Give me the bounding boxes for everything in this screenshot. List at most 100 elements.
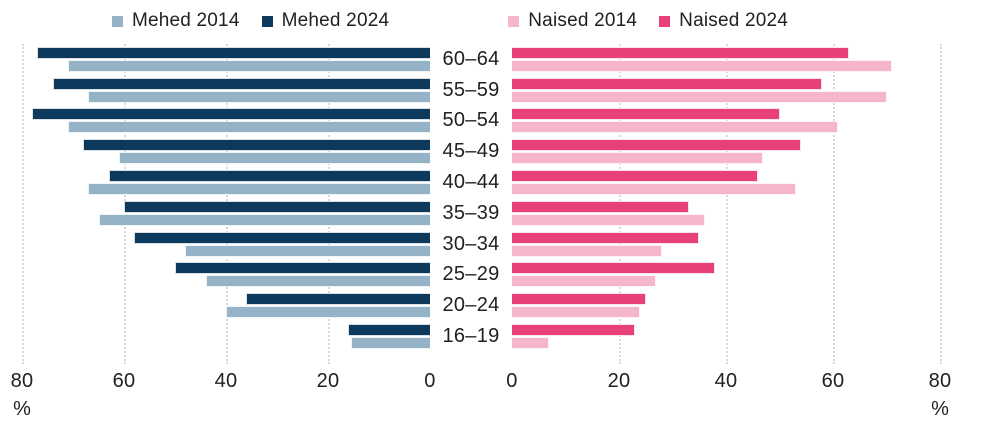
mehed-2014-bar-50-54 [67, 121, 430, 134]
bar-group-35-39 [512, 198, 940, 229]
bar-group-25-29 [22, 260, 430, 291]
age-group-label: 55–59 [442, 78, 500, 101]
bar-group-30-34 [22, 229, 430, 260]
legend-label: Naised 2024 [679, 10, 789, 31]
mehed-2014-bar-16-19 [350, 337, 430, 350]
naised-panel [512, 44, 942, 364]
gridline-80 [940, 44, 942, 364]
mehed-2014-bar-45-49 [118, 152, 430, 165]
axis-tick-label-40: 40 [214, 370, 238, 392]
legend-label: Mehed 2024 [281, 10, 390, 31]
axis-tick-label-0: 0 [506, 370, 518, 392]
legend-item-naised-2014[interactable]: Naised 2014 [508, 10, 637, 32]
naised-2014-bar-50-54 [512, 121, 839, 134]
naised-2014-bar-40-44 [512, 183, 796, 196]
mehed-2014-bar-55-59 [88, 90, 430, 103]
naised-2024-bar-50-54 [512, 108, 780, 121]
mehed-2024-bar-45-49 [83, 139, 430, 152]
percent-unit-label: % [13, 398, 31, 420]
bar-group-55-59 [22, 75, 430, 106]
bar-group-45-49 [22, 136, 430, 167]
mehed-2014-bar-35-39 [98, 213, 430, 226]
legend-item-mehed-2024[interactable]: Mehed 2024 [261, 10, 390, 32]
naised-2024-bar-25-29 [512, 262, 716, 275]
mehed-2024-bar-35-39 [124, 200, 430, 213]
naised-2024-bar-55-59 [512, 77, 823, 90]
gridline-80 [22, 44, 24, 364]
axis-tick-label-20: 20 [316, 370, 340, 392]
bar-group-45-49 [512, 136, 940, 167]
bar-group-30-34 [512, 229, 940, 260]
age-group-label: 16–19 [442, 325, 500, 348]
naised-2014-bar-35-39 [512, 213, 705, 226]
legend-swatch-naised-2014 [508, 15, 520, 27]
age-group-axis: 60–64 55–59 50–54 45–49 40–44 35–39 30–34 25–29… [430, 44, 512, 352]
legend-item-naised-2024[interactable]: Naised 2024 [659, 10, 788, 32]
age-group-label: 35–39 [442, 201, 500, 224]
mehed-2024-bar-20-24 [246, 293, 430, 306]
legend-item-mehed-2014[interactable]: Mehed 2014 [111, 10, 240, 32]
axis-tick-label-40: 40 [714, 370, 738, 392]
legend-swatch-mehed-2014 [111, 15, 123, 27]
naised-2014-bar-60-64 [512, 59, 892, 72]
mehed-panel [22, 44, 430, 364]
naised-2014-bar-45-49 [512, 152, 764, 165]
naised-2014-bar-55-59 [512, 90, 887, 103]
naised-2014-bar-20-24 [512, 306, 641, 319]
axis-tick-label-80: 80 [928, 370, 952, 392]
naised-2024-bar-40-44 [512, 170, 759, 183]
bar-group-16-19 [22, 321, 430, 352]
age-group-label: 20–24 [442, 294, 500, 317]
naised-2024-bar-20-24 [512, 293, 646, 306]
bar-group-40-44 [512, 167, 940, 198]
mehed-2024-bar-50-54 [32, 108, 430, 121]
mehed-2014-bar-20-24 [226, 306, 430, 319]
plot-area: 60–64 55–59 50–54 45–49 40–44 35–39 30–34 25–29… [0, 40, 990, 430]
naised-2024-bar-16-19 [512, 324, 636, 337]
bar-group-60-64 [22, 44, 430, 75]
axis-tick-label-80: 80 [10, 370, 34, 392]
age-group-label: 50–54 [442, 109, 500, 132]
naised-2024-bar-45-49 [512, 139, 801, 152]
legend-swatch-naised-2024 [659, 15, 671, 27]
bar-group-35-39 [22, 198, 430, 229]
naised-x-axis: 0 20 40 60 80 [506, 370, 951, 394]
bar-group-60-64 [512, 44, 940, 75]
age-group-label: 45–49 [442, 140, 500, 163]
mehed-2024-bar-25-29 [175, 262, 430, 275]
bar-group-20-24 [512, 290, 940, 321]
mehed-2014-bar-25-29 [205, 275, 430, 288]
percent-unit-label: % [931, 398, 949, 420]
bar-group-25-29 [512, 260, 940, 291]
naised-2024-bar-35-39 [512, 200, 689, 213]
age-group-label: 25–29 [442, 263, 500, 286]
mehed-2014-bar-40-44 [88, 183, 430, 196]
naised-2024-bar-60-64 [512, 46, 850, 59]
mehed-bar-rows [22, 44, 430, 352]
axis-tick-label-0: 0 [424, 370, 436, 392]
legend: Mehed 2014 Mehed 2024 Naised 2014 Naised 20… [0, 8, 900, 34]
age-group-label: 60–64 [442, 47, 500, 70]
bar-group-16-19 [512, 321, 940, 352]
mehed-2024-bar-40-44 [108, 170, 430, 183]
bar-group-40-44 [22, 167, 430, 198]
mehed-x-axis: 80 60 40 20 0 [11, 370, 436, 394]
age-group-label: 30–34 [442, 232, 500, 255]
mehed-2014-bar-60-64 [67, 59, 430, 72]
mehed-2014-bar-30-34 [185, 244, 430, 257]
legend-label: Naised 2014 [528, 10, 638, 31]
naised-bar-rows [512, 44, 940, 352]
bar-group-55-59 [512, 75, 940, 106]
naised-2014-bar-16-19 [512, 337, 550, 350]
axis-tick-label-60: 60 [112, 370, 136, 392]
mehed-2024-bar-60-64 [37, 46, 430, 59]
bar-group-50-54 [512, 106, 940, 137]
naised-2014-bar-25-29 [512, 275, 657, 288]
axis-tick-label-20: 20 [607, 370, 631, 392]
mehed-2024-bar-16-19 [348, 324, 430, 337]
bar-group-50-54 [22, 106, 430, 137]
naised-2014-bar-30-34 [512, 244, 662, 257]
naised-2024-bar-30-34 [512, 231, 700, 244]
mehed-2024-bar-55-59 [52, 77, 430, 90]
